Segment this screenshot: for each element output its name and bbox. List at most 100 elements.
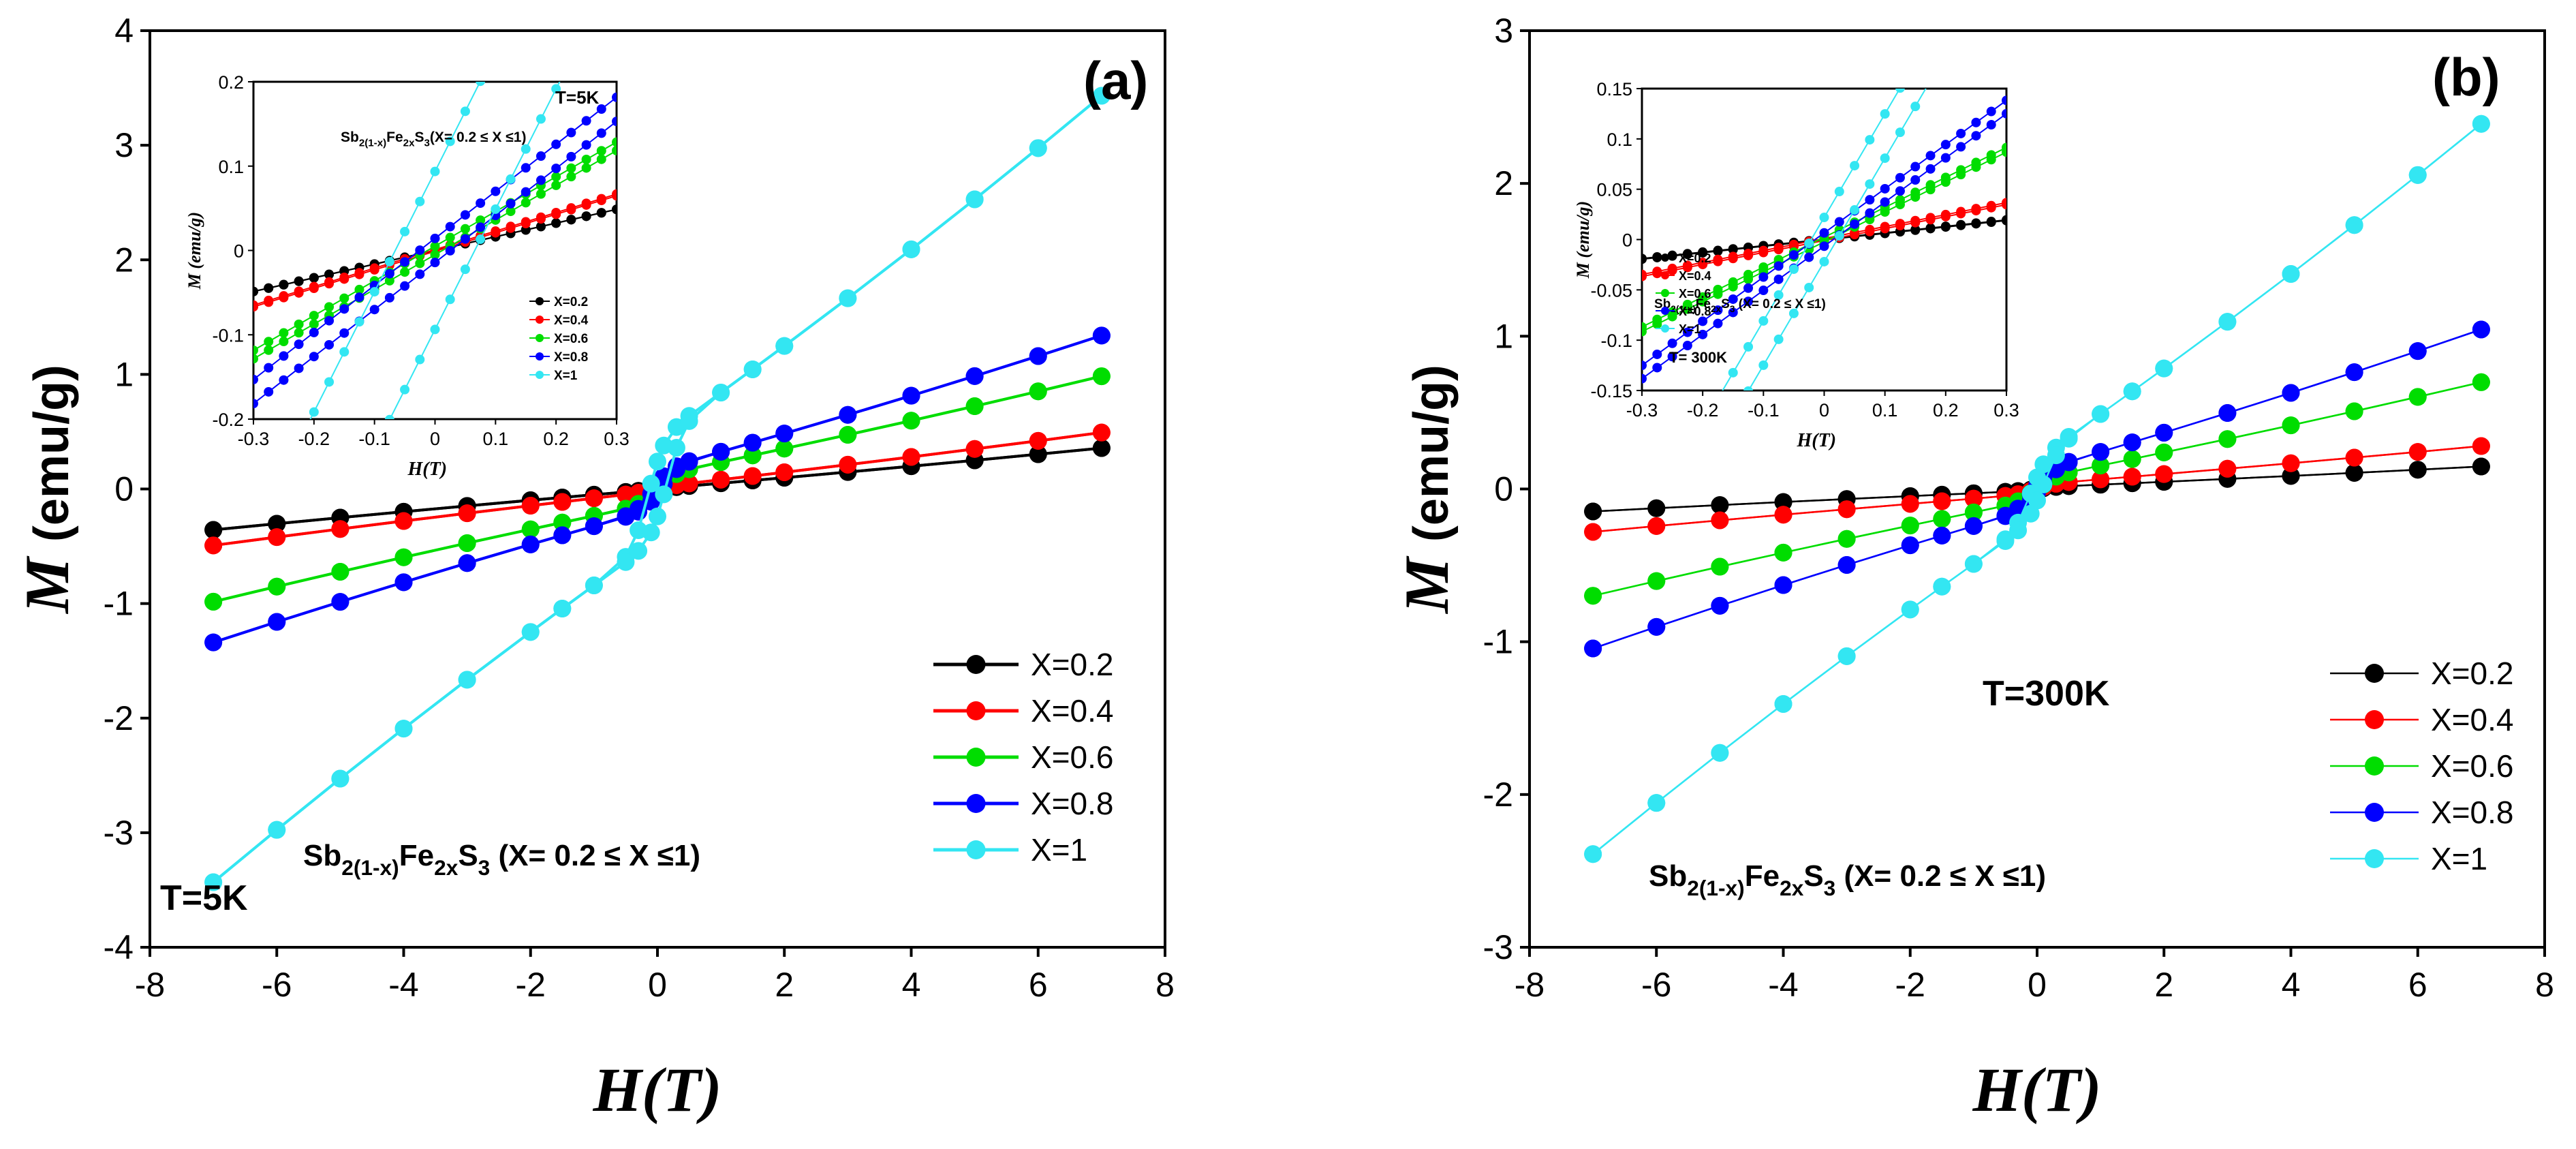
data-point-X=0.8 [2155, 423, 2173, 442]
inset-point-X=1 [597, 0, 606, 3]
data-point-X=1 [2218, 313, 2237, 331]
inset-point-X=1 [1880, 109, 1890, 119]
inset-point-X=0.4 [1788, 239, 1799, 249]
inset-legend-marker [536, 352, 544, 361]
inset-point-X=0.6 [612, 145, 617, 155]
data-point-X=0.8 [2345, 363, 2363, 382]
inset-y-tick-label: 0.1 [218, 157, 244, 177]
inset-x-tick-label: 0.1 [483, 429, 509, 449]
data-point-X=1 [839, 289, 857, 307]
inset-point-X=0.8 [581, 116, 591, 126]
inset-point-X=0.8 [339, 328, 350, 338]
data-point-X=1 [743, 361, 762, 379]
inset-point-X=0.2 [1682, 249, 1692, 259]
legend-label: X=0.2 [1031, 647, 1114, 682]
inset-point-X=1 [1850, 161, 1860, 171]
data-point-X=0.4 [775, 463, 794, 481]
legend-marker [966, 794, 986, 813]
data-point-X=0.8 [2092, 443, 2110, 461]
inset-point-X=1 [415, 196, 425, 206]
data-point-X=0.6 [2092, 457, 2110, 475]
inset-point-X=0.6 [294, 328, 304, 338]
inset-point-X=0.4 [1880, 221, 1890, 232]
inset-point-X=0.6 [253, 354, 258, 364]
inset-point-X=1 [1683, 490, 1692, 500]
data-point-X=1 [642, 523, 660, 542]
data-point-X=1 [2155, 359, 2173, 378]
data-point-X=0.2 [268, 515, 286, 533]
inset-point-X=0.8 [612, 117, 617, 127]
inset-point-X=0.6 [1652, 314, 1662, 324]
inset-point-X=1 [1758, 316, 1769, 326]
data-point-X=0.8 [521, 535, 540, 553]
inset-point-X=0.8 [415, 269, 425, 279]
data-point-X=1 [331, 769, 350, 788]
inset-legend-marker [1661, 307, 1669, 315]
inset-point-X=1 [1728, 412, 1738, 422]
inset-point-X=0.8 [1986, 120, 1996, 130]
inset-point-X=0.6 [1682, 299, 1692, 309]
inset-point-X=0.4 [1895, 219, 1905, 229]
data-point-X=0.2 [2472, 457, 2490, 476]
data-point-X=0.2 [2345, 463, 2363, 482]
data-point-X=0.4 [2472, 437, 2490, 455]
inset-point-X=0.8 [2002, 108, 2006, 119]
inset-point-X=0.6 [596, 154, 606, 164]
inset-point-X=0.6 [566, 172, 576, 182]
inset-y-tick-label: 0.05 [1596, 180, 1632, 200]
inset-point-X=0.6 [339, 293, 350, 303]
data-point-X=0.8 [394, 573, 413, 592]
inset-y-tick-label: 0 [1622, 230, 1632, 251]
inset-y-tick-label: -0.1 [1600, 331, 1632, 351]
inset-point-X=0.8 [279, 375, 289, 385]
inset-point-X=0.8 [1773, 261, 1784, 271]
data-point-X=1 [655, 485, 673, 504]
data-point-X=0.6 [2155, 443, 2173, 461]
panel-label: (a) [1083, 50, 1148, 110]
data-point-X=0.8 [839, 405, 857, 424]
data-point-X=0.8 [1774, 576, 1793, 594]
inset-point-X=0.6 [264, 337, 274, 347]
inset-point-X=0.2 [1713, 245, 1723, 256]
legend-label: X=0.4 [1031, 693, 1114, 729]
inset-point-X=1 [294, 596, 304, 605]
inset-point-X=1 [1743, 341, 1754, 352]
inset-x-tick-label: -0.1 [358, 429, 390, 449]
inset-point-X=0.8 [400, 281, 410, 291]
x-tick-label: 6 [1029, 966, 1048, 1004]
legend-label: X=0.8 [2431, 795, 2514, 830]
inset-point-X=0.4 [521, 217, 531, 227]
inset-point-X=1 [400, 226, 410, 236]
x-tick-label: -8 [135, 966, 165, 1004]
inset-point-X=1 [279, 468, 288, 477]
inset-point-X=0.2 [253, 286, 258, 296]
inset-point-X=0.8 [1773, 274, 1784, 284]
inset-point-X=0.4 [1925, 213, 1936, 223]
inset-point-X=0.2 [1986, 217, 1996, 227]
inset-point-X=1 [1926, 31, 1936, 41]
inset-point-X=0.8 [1895, 172, 1905, 183]
y-axis-label: M (emu/g) [12, 365, 82, 615]
inset-point-X=0.8 [506, 198, 516, 209]
data-point-X=0.8 [2218, 404, 2237, 423]
inset-point-X=1 [1683, 446, 1692, 455]
inset-point-X=0.8 [354, 292, 364, 303]
inset-x-tick-label: 0.1 [1872, 400, 1898, 420]
inset-point-X=0.2 [566, 215, 576, 225]
inset-point-X=0.8 [1682, 327, 1692, 337]
legend-label: X=0.8 [1031, 786, 1114, 821]
data-point-X=0.2 [1584, 502, 1602, 521]
data-point-X=0.6 [521, 520, 540, 538]
data-point-X=1 [2060, 429, 2078, 448]
data-point-X=0.2 [1711, 496, 1729, 515]
data-point-X=0.4 [2218, 459, 2237, 478]
inset-point-X=1 [460, 106, 470, 117]
data-point-X=0.8 [1711, 596, 1729, 615]
inset-legend-label: X=0.2 [554, 295, 588, 309]
inset-point-X=0.8 [1925, 151, 1936, 161]
inset-point-X=0.6 [1743, 269, 1754, 279]
x-axis-label: H(T) [592, 1055, 721, 1124]
data-point-X=0.4 [1774, 506, 1793, 524]
inset-point-X=0.8 [309, 327, 319, 337]
inset-point-X=0.4 [1698, 258, 1708, 268]
